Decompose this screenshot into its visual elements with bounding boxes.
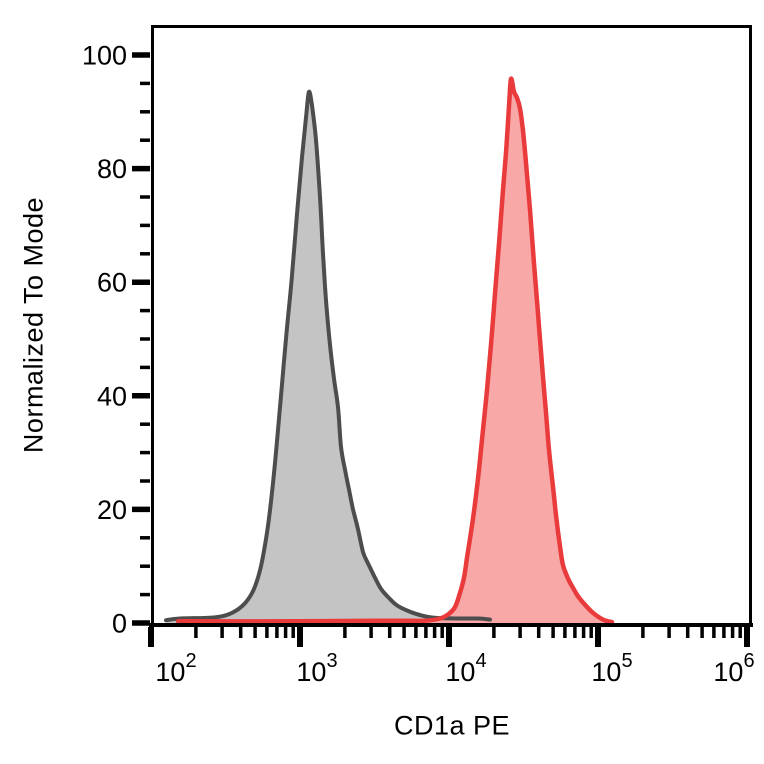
y-tick-label: 60 xyxy=(97,268,127,298)
x-tick-label: 102 xyxy=(155,650,196,687)
y-tick-label: 80 xyxy=(97,154,127,184)
red-histogram-fill xyxy=(178,78,612,624)
y-tick-label: 40 xyxy=(97,381,127,411)
red-histogram-outline xyxy=(175,76,615,625)
x-tick-label: 105 xyxy=(591,650,632,687)
x-tick-label: 104 xyxy=(445,650,486,687)
x-tick-label: 106 xyxy=(713,650,754,687)
y-tick-label: 0 xyxy=(112,609,127,639)
gray-histogram-fill xyxy=(166,91,490,624)
gray-histogram-outline xyxy=(164,89,492,623)
y-tick-label: 100 xyxy=(82,41,127,71)
y-tick-label: 20 xyxy=(97,495,127,525)
x-tick-label: 103 xyxy=(296,650,337,687)
x-axis-title: CD1a PE xyxy=(393,710,511,741)
